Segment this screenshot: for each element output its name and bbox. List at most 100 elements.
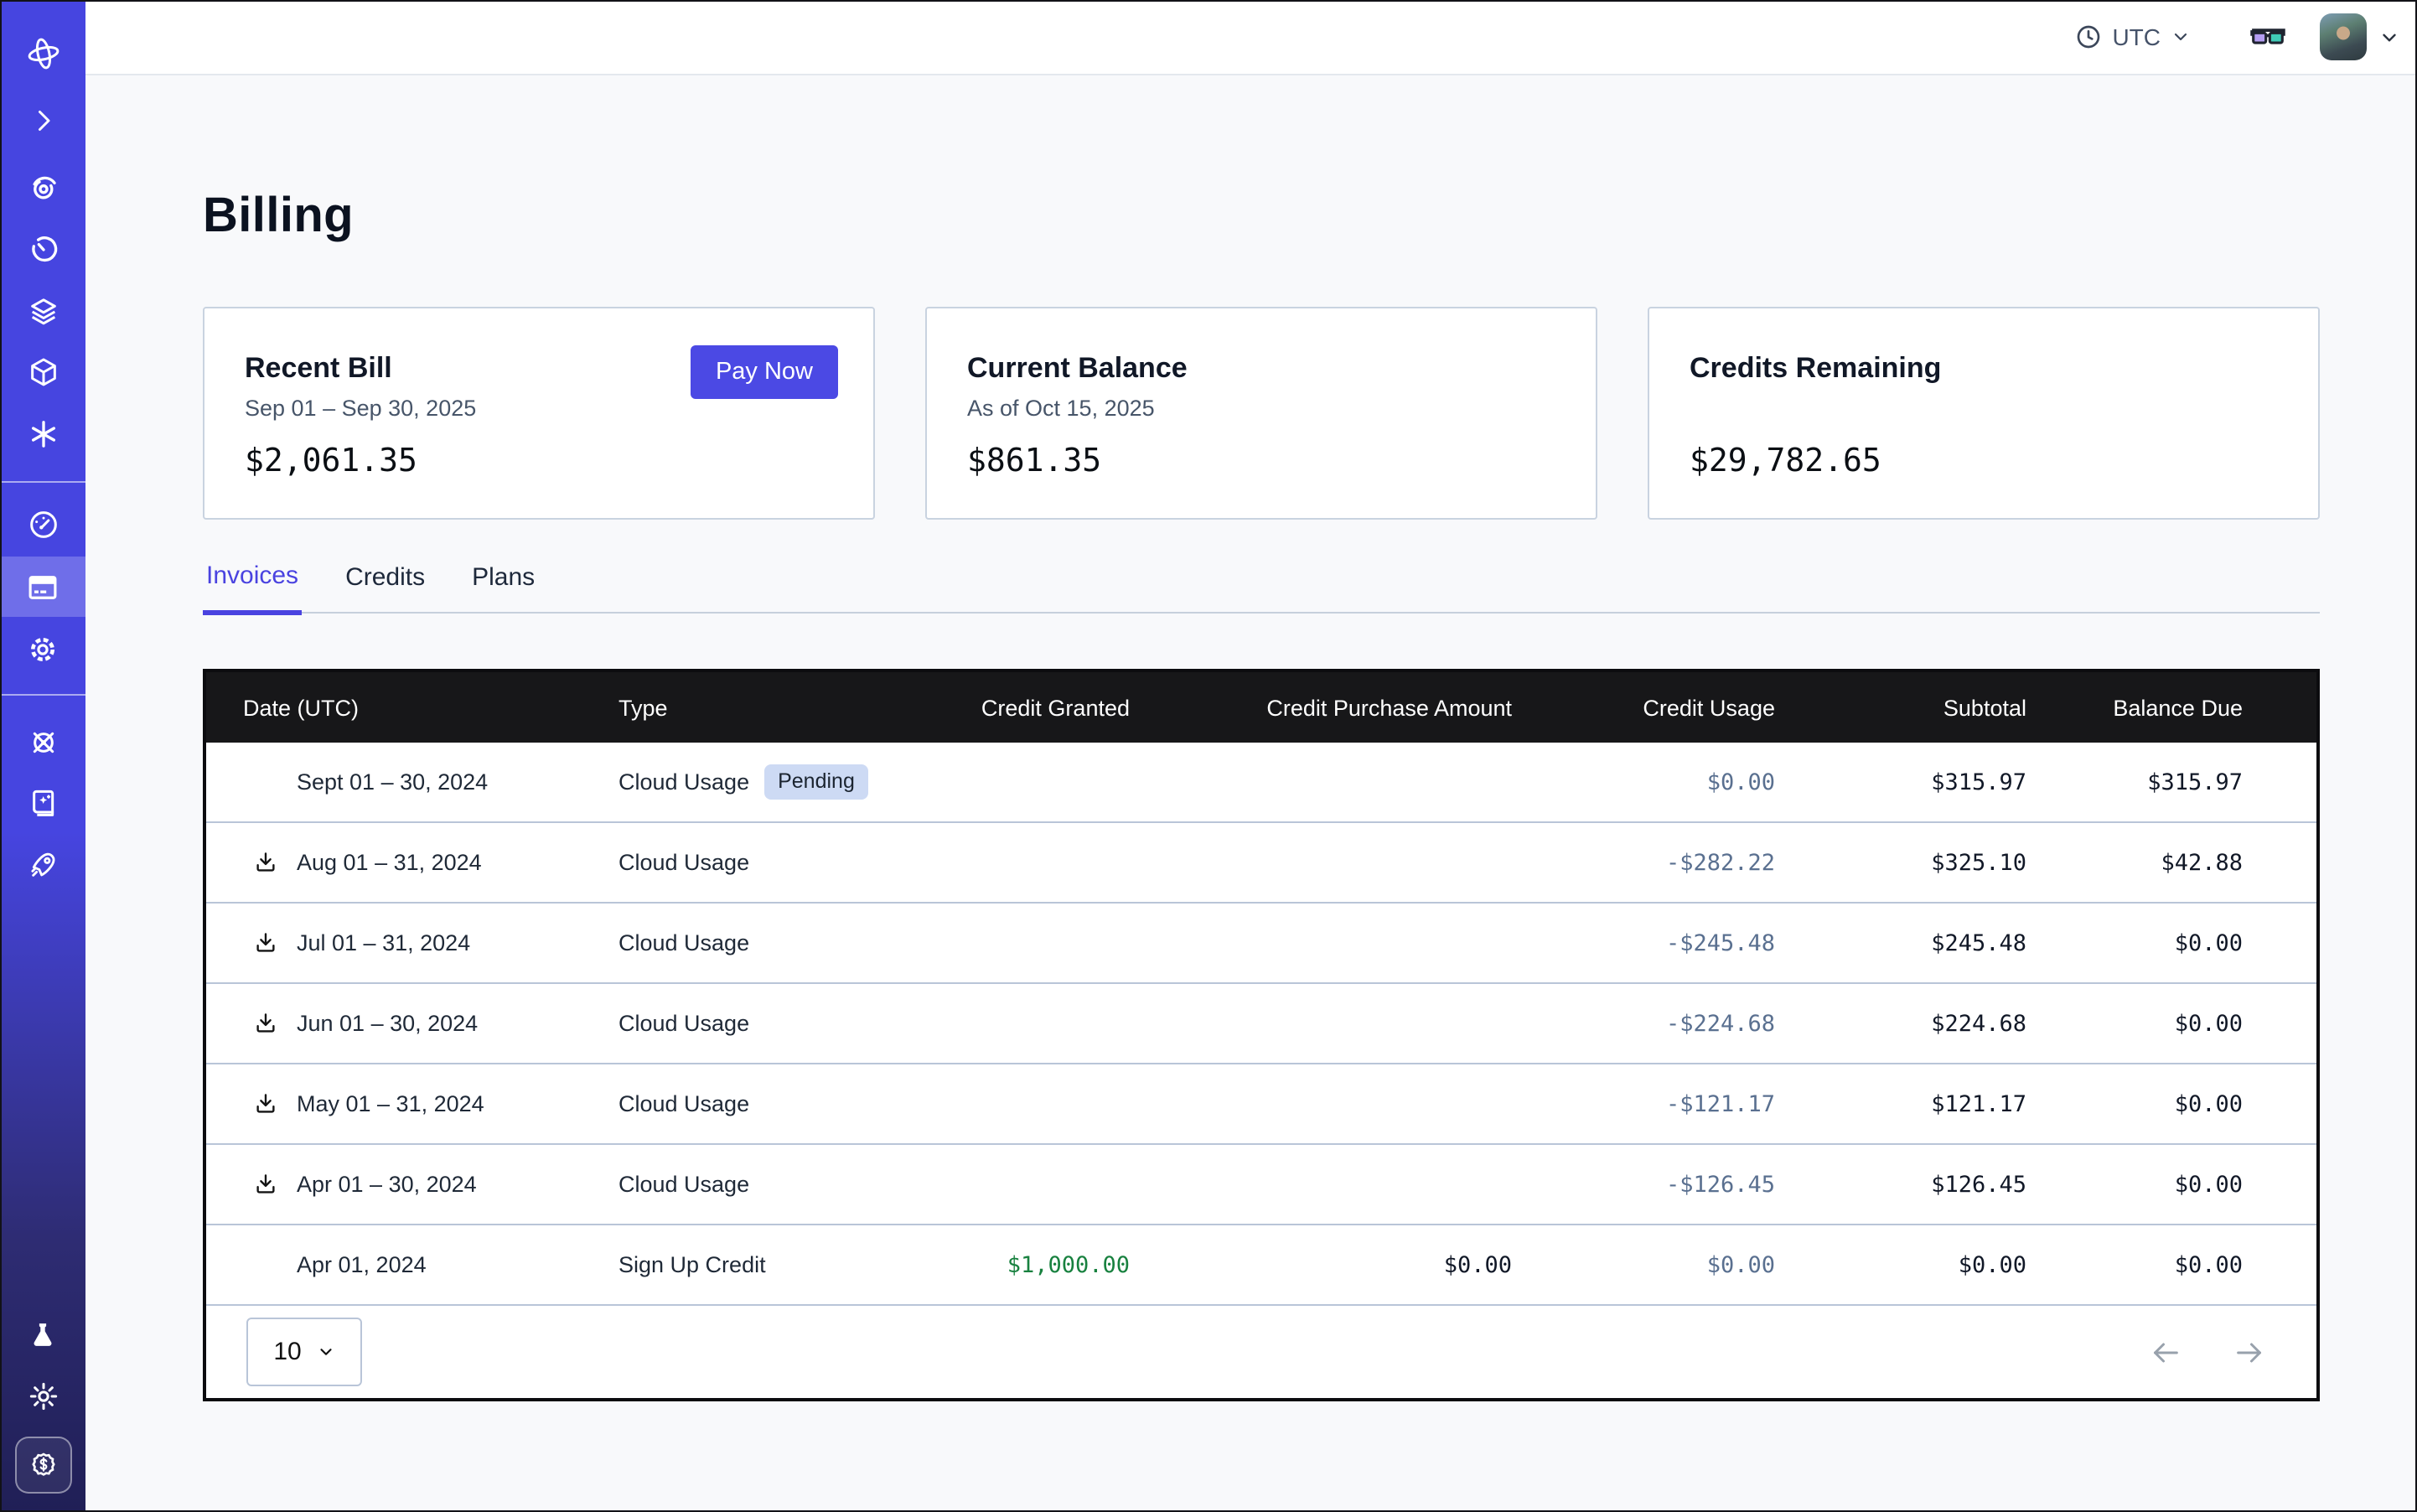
download-icon[interactable] [253,1011,278,1036]
sidebar-divider [0,694,85,696]
current-balance-card: Current Balance As of Oct 15, 2025 $861.… [925,307,1597,520]
download-slot [253,850,297,875]
invoice-date: May 01 – 31, 2024 [297,1091,484,1116]
sidebar-collapse-button[interactable] [23,101,63,141]
download-slot [253,1091,297,1116]
subtotal-value: $325.10 [1775,849,2026,876]
subtotal-value: $126.45 [1775,1171,2026,1198]
sidebar-item-experiments[interactable] [23,1314,63,1354]
sidebar-item-billing[interactable] [23,567,63,607]
invoice-date-cell: May 01 – 31, 2024 [206,1091,618,1116]
flask-icon [27,1318,59,1350]
recent-bill-card: Recent Bill Sep 01 – Sep 30, 2025 $2,061… [203,307,875,520]
sidebar-item-volumes[interactable] [23,352,63,392]
invoice-date-cell: Aug 01 – 31, 2024 [206,850,618,875]
table-row: Apr 01 – 30, 2024Cloud Usage-$126.45$126… [206,1145,2316,1225]
card-amount: $29,782.65 [1690,443,2278,479]
invoice-type: Cloud Usage [618,1091,749,1116]
credit-usage-value: -$245.48 [1512,929,1775,956]
chevron-down-icon [317,1343,335,1361]
account-menu-button[interactable] [2378,26,2400,48]
tab-credits[interactable]: Credits [342,562,428,612]
download-icon[interactable] [253,850,278,875]
column-header-credit-granted: Credit Granted [920,695,1130,720]
table-row: Aug 01 – 31, 2024Cloud Usage-$282.22$325… [206,823,2316,904]
invoice-type-cell: Sign Up Credit [618,1252,920,1277]
credit-usage-value: -$126.45 [1512,1171,1775,1198]
balance-due-value: $0.00 [2026,1251,2243,1278]
page-size-value: 10 [273,1338,301,1366]
download-slot [253,1011,297,1036]
table-row: Apr 01, 2024Sign Up Credit$1,000.00$0.00… [206,1225,2316,1306]
subtotal-value: $245.48 [1775,929,2026,956]
topbar: UTC [85,0,2417,75]
guide-book-icon [26,786,60,820]
layers-icon [26,295,60,329]
invoice-date: Jul 01 – 31, 2024 [297,930,470,955]
balance-due-value: $0.00 [2026,1010,2243,1037]
table-row: Jun 01 – 30, 2024Cloud Usage-$224.68$224… [206,984,2316,1064]
status-badge: Pending [764,764,868,800]
invoice-date-cell: Jul 01 – 31, 2024 [206,930,618,955]
chevron-right-icon [28,106,58,136]
timezone-selector[interactable]: UTC [2075,23,2191,50]
balance-due-value: $0.00 [2026,929,2243,956]
column-header-credit-usage: Credit Usage [1512,695,1775,720]
chevron-down-icon [2171,27,2191,47]
column-header-date: Date (UTC) [206,695,618,720]
invoice-type-cell: Cloud UsagePending [618,764,920,800]
download-slot [253,1172,297,1197]
tab-plans[interactable]: Plans [468,562,538,612]
invoice-type-cell: Cloud Usage [618,1011,920,1036]
sidebar-divider [0,481,85,483]
rocket-icon [26,848,60,882]
sidebar-item-history[interactable] [23,230,63,270]
tab-invoices[interactable]: Invoices [203,562,302,615]
arrow-left-icon [2149,1335,2182,1369]
balance-due-value: $42.88 [2026,849,2243,876]
column-header-balance-due: Balance Due [2026,695,2243,720]
sidebar-item-settings[interactable] [23,629,63,669]
page-title: Billing [203,189,2320,245]
sidebar-item-guide[interactable] [23,783,63,823]
app-logo[interactable] [23,34,63,74]
sidebar-item-launch[interactable] [23,845,63,885]
3d-glasses-icon [2249,23,2286,50]
sidebar-item-live[interactable] [23,168,63,208]
invoice-date-cell: Apr 01 – 30, 2024 [206,1172,618,1197]
download-icon[interactable] [253,930,278,955]
sidebar-item-credits[interactable] [14,1437,71,1494]
subtotal-value: $0.00 [1775,1251,2026,1278]
credits-remaining-card: Credits Remaining $29,782.65 [1648,307,2320,520]
card-title: Credits Remaining [1690,350,2278,387]
page-size-select[interactable]: 10 [246,1318,362,1386]
card-title: Current Balance [967,350,1555,387]
column-header-subtotal: Subtotal [1775,695,2026,720]
download-icon[interactable] [253,1172,278,1197]
table-row: Sept 01 – 30, 2024Cloud UsagePending$0.0… [206,743,2316,823]
avatar[interactable] [2320,13,2367,60]
main-content: Billing Recent Bill Sep 01 – Sep 30, 202… [85,75,2417,1512]
sidebar-item-theme[interactable] [23,1376,63,1416]
sidebar-item-functions[interactable] [23,414,63,454]
credit-granted-value: $1,000.00 [920,1251,1130,1278]
clock-icon [2075,23,2102,50]
table-header: Date (UTC) Type Credit Granted Credit Pu… [206,672,2316,743]
next-page-button[interactable] [2233,1335,2266,1369]
sidebar-item-layers[interactable] [23,292,63,332]
sidebar-item-dashboard[interactable] [23,505,63,545]
invoice-type-cell: Cloud Usage [618,930,920,955]
invoice-type-cell: Cloud Usage [618,1091,920,1116]
balance-due-value: $0.00 [2026,1090,2243,1117]
sidebar-item-helm[interactable] [23,722,63,763]
billing-tabs: Invoices Credits Plans [203,562,2320,614]
download-icon[interactable] [253,1091,278,1116]
live-eye-icon [26,171,60,205]
pay-now-button[interactable]: Pay Now [691,345,838,399]
credit-usage-value: $0.00 [1512,1251,1775,1278]
previous-page-button[interactable] [2149,1335,2182,1369]
download-slot [253,930,297,955]
credit-usage-value: $0.00 [1512,769,1775,795]
3d-glasses-button[interactable] [2249,23,2286,50]
subtotal-value: $224.68 [1775,1010,2026,1037]
